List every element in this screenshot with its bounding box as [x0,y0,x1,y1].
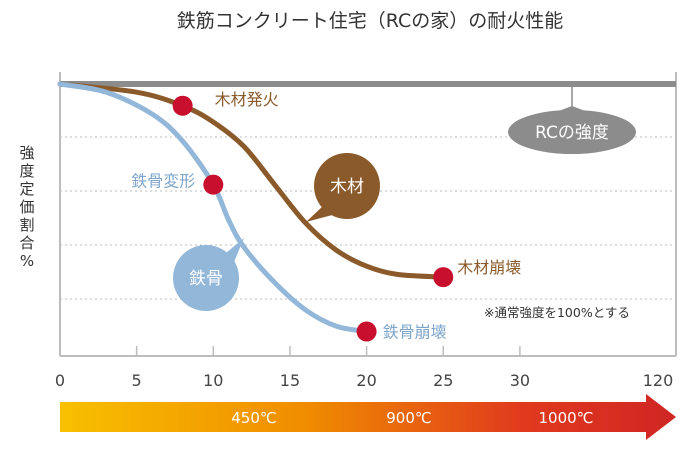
event-label: 木材崩壊 [457,258,521,277]
temperature-label: 1000℃ [538,409,593,427]
axes [59,72,677,357]
temperature-label: 450℃ [231,409,276,427]
series-line-steel [57,81,370,335]
x-tick-label: 10 [203,371,223,390]
x-tick-label: 25 [433,371,453,390]
event-label: 木材発火 [215,90,279,109]
x-tick-label: 15 [280,371,300,390]
x-tick-label: 30 [510,371,530,390]
x-tick-label: 0 [55,371,65,390]
y-axis-label: 強度定価割合% [19,144,34,270]
rc-series-label: RCの強度 [535,123,609,143]
event-marker [433,267,454,288]
x-tick-label: 120 [643,371,674,390]
x-axis-ticks: 0 5 10 15 20 25 30 120 [55,346,673,390]
steel-series-label: 鉄骨 [189,269,223,289]
series-line-wood [57,81,446,280]
event-label: 鉄骨変形 [131,172,195,191]
wood-bubble [314,153,380,219]
temperature-bar: 450℃ 900℃ 1000℃ [60,394,676,440]
chart-title: 鉄筋コンクリート住宅（RCの家）の耐火性能 [177,10,564,32]
event-marker [203,174,224,195]
rc-bubble [508,110,636,154]
event-marker [172,95,193,116]
event-marker [356,321,377,342]
x-tick-label: 5 [132,371,142,390]
event-label: 鉄骨崩壊 [383,323,447,342]
series-lines [57,81,676,335]
temperature-label: 900℃ [386,409,431,427]
chart-note: ※通常強度を100%とする [484,305,630,320]
wood-series-label: 木材 [330,177,364,197]
temperature-arrow [60,394,676,440]
x-tick-label: 20 [356,371,376,390]
steel-bubble [173,245,239,311]
